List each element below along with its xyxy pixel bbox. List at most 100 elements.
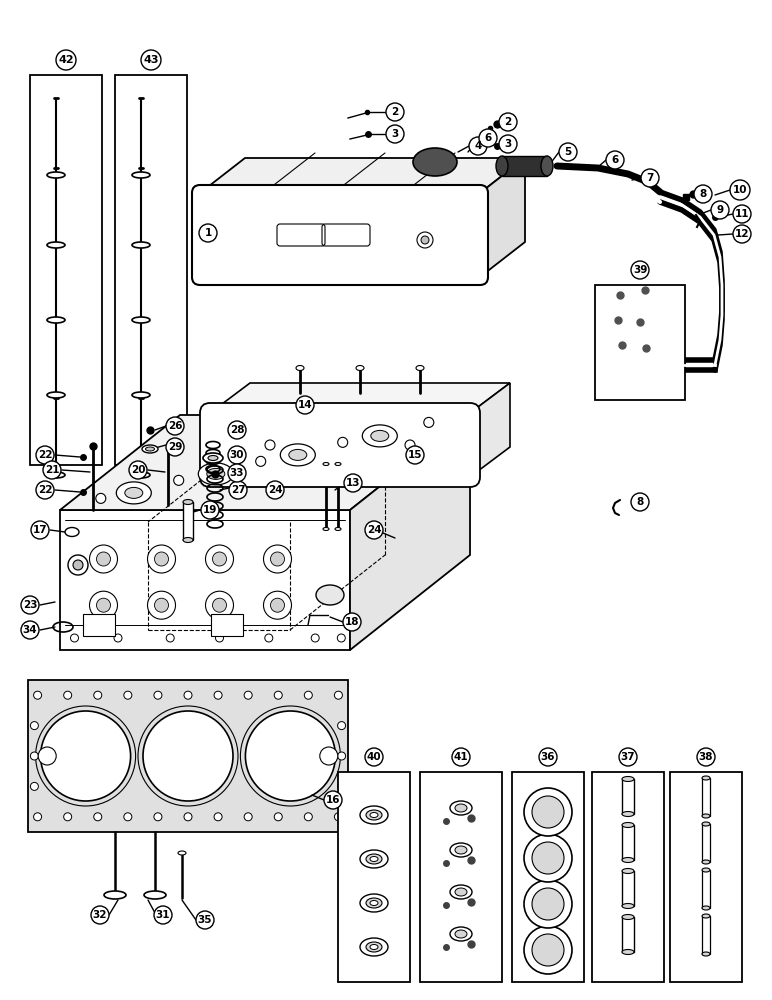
Circle shape bbox=[337, 722, 346, 730]
Text: 22: 22 bbox=[38, 450, 52, 460]
Ellipse shape bbox=[370, 856, 378, 861]
Ellipse shape bbox=[450, 927, 472, 941]
Circle shape bbox=[337, 782, 346, 790]
Circle shape bbox=[532, 934, 564, 966]
Text: 24: 24 bbox=[367, 525, 381, 535]
Bar bbox=[702, 824, 710, 862]
Circle shape bbox=[154, 552, 168, 566]
Polygon shape bbox=[470, 383, 510, 477]
Circle shape bbox=[205, 545, 233, 573]
Ellipse shape bbox=[366, 942, 382, 952]
FancyBboxPatch shape bbox=[200, 403, 480, 487]
Ellipse shape bbox=[366, 898, 382, 908]
Text: 32: 32 bbox=[93, 910, 107, 920]
Circle shape bbox=[417, 232, 433, 248]
Ellipse shape bbox=[132, 317, 150, 323]
Ellipse shape bbox=[289, 449, 306, 460]
Ellipse shape bbox=[207, 468, 225, 479]
Circle shape bbox=[184, 813, 192, 821]
FancyBboxPatch shape bbox=[192, 185, 488, 285]
Ellipse shape bbox=[702, 776, 710, 780]
Circle shape bbox=[730, 180, 750, 200]
Circle shape bbox=[386, 125, 404, 143]
Circle shape bbox=[694, 185, 712, 203]
Ellipse shape bbox=[450, 801, 472, 815]
Ellipse shape bbox=[47, 392, 65, 398]
Circle shape bbox=[43, 461, 61, 479]
Text: 10: 10 bbox=[733, 185, 747, 195]
Text: 33: 33 bbox=[230, 468, 244, 478]
Polygon shape bbox=[60, 510, 350, 650]
Circle shape bbox=[265, 634, 273, 642]
Circle shape bbox=[56, 50, 76, 70]
Circle shape bbox=[631, 493, 649, 511]
Circle shape bbox=[619, 748, 637, 766]
Text: 18: 18 bbox=[345, 617, 359, 627]
Ellipse shape bbox=[360, 806, 388, 824]
Text: 37: 37 bbox=[621, 752, 635, 762]
Text: 36: 36 bbox=[540, 752, 555, 762]
Circle shape bbox=[421, 236, 429, 244]
Circle shape bbox=[263, 545, 292, 573]
Text: 38: 38 bbox=[699, 752, 713, 762]
Circle shape bbox=[124, 691, 132, 699]
Circle shape bbox=[532, 842, 564, 874]
Ellipse shape bbox=[198, 463, 233, 485]
Bar bbox=[592, 772, 664, 982]
Circle shape bbox=[214, 813, 222, 821]
Circle shape bbox=[205, 591, 233, 619]
Circle shape bbox=[452, 748, 470, 766]
Circle shape bbox=[274, 691, 283, 699]
Circle shape bbox=[114, 634, 122, 642]
Circle shape bbox=[229, 481, 247, 499]
Circle shape bbox=[499, 135, 517, 153]
Circle shape bbox=[244, 813, 252, 821]
Ellipse shape bbox=[622, 776, 634, 782]
Text: 3: 3 bbox=[391, 129, 398, 139]
Ellipse shape bbox=[144, 891, 166, 899]
Bar bbox=[28, 680, 348, 832]
Ellipse shape bbox=[413, 148, 457, 176]
Text: 7: 7 bbox=[646, 173, 654, 183]
Circle shape bbox=[124, 813, 132, 821]
Ellipse shape bbox=[47, 317, 65, 323]
Polygon shape bbox=[210, 383, 510, 413]
Circle shape bbox=[31, 521, 49, 539]
Text: 22: 22 bbox=[38, 485, 52, 495]
Text: 30: 30 bbox=[230, 450, 244, 460]
Circle shape bbox=[212, 552, 226, 566]
Circle shape bbox=[96, 493, 106, 503]
Text: 15: 15 bbox=[408, 450, 422, 460]
Circle shape bbox=[539, 748, 557, 766]
Circle shape bbox=[154, 813, 162, 821]
Text: 1: 1 bbox=[205, 228, 212, 238]
Circle shape bbox=[311, 634, 319, 642]
Circle shape bbox=[166, 438, 184, 456]
Circle shape bbox=[469, 137, 487, 155]
Circle shape bbox=[270, 598, 285, 612]
Text: 12: 12 bbox=[735, 229, 750, 239]
Circle shape bbox=[147, 545, 175, 573]
Text: 34: 34 bbox=[22, 625, 37, 635]
Text: 8: 8 bbox=[636, 497, 644, 507]
Bar bbox=[420, 772, 502, 982]
Text: 27: 27 bbox=[231, 485, 245, 495]
Text: 24: 24 bbox=[268, 485, 283, 495]
Bar bbox=[622, 917, 634, 952]
Ellipse shape bbox=[450, 885, 472, 899]
Circle shape bbox=[68, 555, 88, 575]
Ellipse shape bbox=[455, 888, 467, 896]
Ellipse shape bbox=[455, 930, 467, 938]
Circle shape bbox=[201, 501, 219, 519]
Ellipse shape bbox=[622, 914, 634, 920]
Ellipse shape bbox=[362, 425, 398, 447]
Text: 42: 42 bbox=[58, 55, 74, 65]
Circle shape bbox=[34, 691, 42, 699]
Bar bbox=[595, 285, 685, 400]
Ellipse shape bbox=[47, 472, 65, 478]
Ellipse shape bbox=[203, 453, 223, 463]
Circle shape bbox=[532, 796, 564, 828]
Ellipse shape bbox=[366, 810, 382, 820]
Circle shape bbox=[166, 417, 184, 435]
Circle shape bbox=[733, 225, 751, 243]
